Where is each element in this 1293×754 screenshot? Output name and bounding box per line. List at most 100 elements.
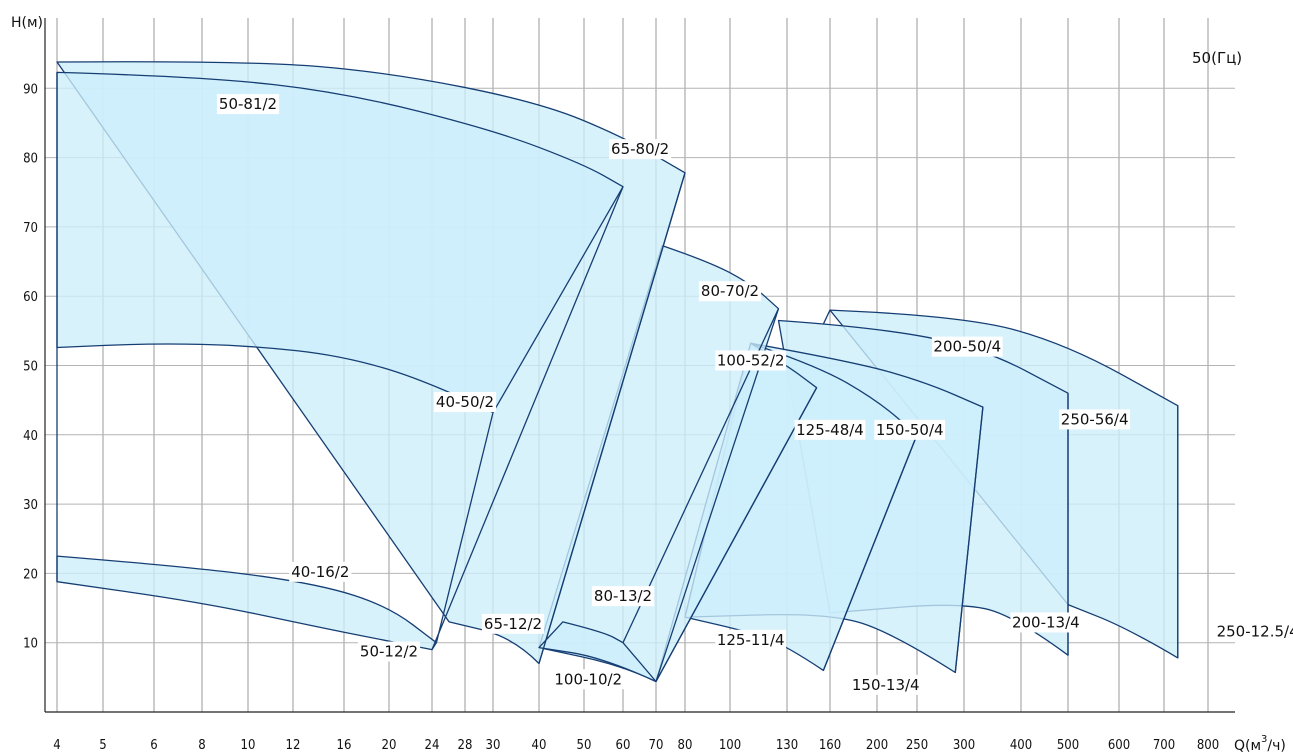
region-label-bg — [609, 139, 672, 160]
x-tick-label-300: 300 — [953, 738, 975, 753]
x-tick-label-130: 130 — [776, 738, 798, 753]
boundary-line — [435, 412, 494, 643]
region-label-100-10-2: 100-10/2 — [552, 669, 624, 690]
region-label-text: 200-13/4 — [1012, 613, 1080, 631]
x-tick-label-8: 8 — [198, 738, 205, 753]
region-label-text: 80-70/2 — [701, 282, 759, 300]
region-label-200-50-4: 200-50/4 — [931, 336, 1003, 357]
boundary-line — [431, 186, 624, 650]
region-label-text: 65-80/2 — [611, 140, 669, 158]
region-label-bg — [591, 586, 655, 607]
y-tick-label-10: 10 — [23, 637, 38, 652]
region-40-16-2 — [56, 555, 438, 651]
region-label-text: 250-12.5/4 — [1217, 622, 1293, 640]
region-label-bg — [1059, 409, 1131, 430]
y-tick-label-60: 60 — [23, 290, 38, 305]
region-label-40-50-2: 40-50/2 — [433, 392, 497, 413]
x-tick-label-700: 700 — [1153, 738, 1175, 753]
x-tick-label-100: 100 — [719, 738, 741, 753]
region-label-bg — [850, 674, 922, 695]
region-label-250-56-4: 250-56/4 — [1059, 409, 1131, 430]
y-tick-label-20: 20 — [23, 567, 38, 582]
region-label-100-52-2: 100-52/2 — [715, 350, 787, 371]
x-tick-label-6: 6 — [150, 738, 157, 753]
x-tick-label-500: 500 — [1057, 738, 1079, 753]
region-label-50-12-2: 50-12/2 — [357, 641, 421, 662]
frequency-label: 50(Гц) — [1192, 49, 1242, 67]
x-tick-label-200: 200 — [866, 738, 888, 753]
region-label-150-50-4: 150-50/4 — [874, 419, 946, 440]
x-tick-label-24: 24 — [425, 738, 440, 753]
region-label-125-11-4: 125-11/4 — [715, 629, 787, 650]
x-tick-label-400: 400 — [1010, 738, 1032, 753]
region-label-80-13-2: 80-13/2 — [591, 586, 655, 607]
x-axis-label-main: Q(м — [1234, 738, 1261, 754]
boundary-line — [822, 309, 831, 325]
region-label-text: 100-52/2 — [717, 352, 785, 370]
region-50-81-2 — [56, 71, 624, 414]
y-tick-label-90: 90 — [23, 82, 38, 97]
region-label-bg — [698, 281, 762, 302]
region-label-bg — [1213, 621, 1293, 642]
region-label-bg — [874, 419, 946, 440]
x-axis-label: Q(м3/ч) — [1234, 734, 1286, 754]
region-label-text: 50-81/2 — [219, 95, 277, 113]
x-axis-label-sup: 3 — [1261, 734, 1267, 745]
x-tick-label-70: 70 — [649, 738, 664, 753]
region-label-text: 125-48/4 — [796, 421, 864, 439]
region-label-bg — [1010, 612, 1082, 633]
region-label-bg — [481, 613, 545, 634]
region-label-bg — [433, 392, 497, 413]
region-label-text: 125-11/4 — [717, 631, 785, 649]
x-tick-label-50: 50 — [577, 738, 592, 753]
region-label-text: 150-13/4 — [852, 676, 920, 694]
x-tick-label-80: 80 — [678, 738, 693, 753]
y-axis-label: Н(м) — [11, 15, 43, 31]
region-label-bg — [715, 629, 787, 650]
region-label-80-70-2: 80-70/2 — [698, 281, 762, 302]
axes — [44, 18, 1235, 713]
region-label-bg — [931, 336, 1003, 357]
x-tick-label-30: 30 — [486, 738, 501, 753]
region-label-bg — [289, 561, 352, 582]
region-label-text: 100-10/2 — [554, 670, 622, 688]
y-tick-label-30: 30 — [23, 498, 38, 513]
x-tick-label-20: 20 — [382, 738, 397, 753]
region-label-text: 150-50/4 — [876, 421, 944, 439]
region-label-65-12-2: 65-12/2 — [481, 613, 545, 634]
boundary-line — [538, 172, 686, 664]
x-tick-label-160: 160 — [819, 738, 841, 753]
region-label-text: 40-16/2 — [291, 563, 349, 581]
region-label-200-13-4: 200-13/4 — [1010, 612, 1082, 633]
y-tick-label-40: 40 — [23, 429, 38, 444]
boundary-line — [655, 387, 818, 682]
region-label-text: 65-12/2 — [484, 615, 542, 633]
region-label-bg — [794, 419, 866, 440]
x-tick-label-4: 4 — [53, 738, 60, 753]
x-tick-label-800: 800 — [1197, 738, 1219, 753]
y-tick-label-70: 70 — [23, 221, 38, 236]
region-label-40-16-2: 40-16/2 — [289, 561, 352, 582]
region-label-text: 40-50/2 — [436, 393, 494, 411]
y-tick-label-80: 80 — [23, 152, 38, 167]
x-tick-label-16: 16 — [337, 738, 352, 753]
region-label-bg — [552, 669, 624, 690]
x-tick-label-250: 250 — [906, 738, 928, 753]
region-label-125-48-4: 125-48/4 — [794, 419, 866, 440]
region-label-text: 200-50/4 — [933, 338, 1001, 356]
x-tick-label-40: 40 — [532, 738, 547, 753]
boundary-line — [954, 407, 984, 673]
region-label-150-13-4: 150-13/4 — [850, 674, 922, 695]
x-tick-label-28: 28 — [458, 738, 473, 753]
x-tick-label-5: 5 — [99, 738, 106, 753]
region-label-50-81-2: 50-81/2 — [216, 94, 280, 115]
region-label-bg — [216, 94, 280, 115]
region-labels: 50-81/2 65-80/2 80-70/2 40-50/2 40-16/2 50-12… — [216, 94, 1293, 695]
y-tick-labels: 10 20 30 40 50 60 70 80 90 — [23, 82, 38, 651]
region-label-text: 50-12/2 — [360, 643, 418, 661]
region-label-250-12-5-4: 250-12.5/4 — [1213, 621, 1293, 642]
region-80-13-2 — [538, 621, 657, 683]
x-tick-label-600: 600 — [1108, 738, 1130, 753]
region-label-65-80-2: 65-80/2 — [609, 139, 672, 160]
